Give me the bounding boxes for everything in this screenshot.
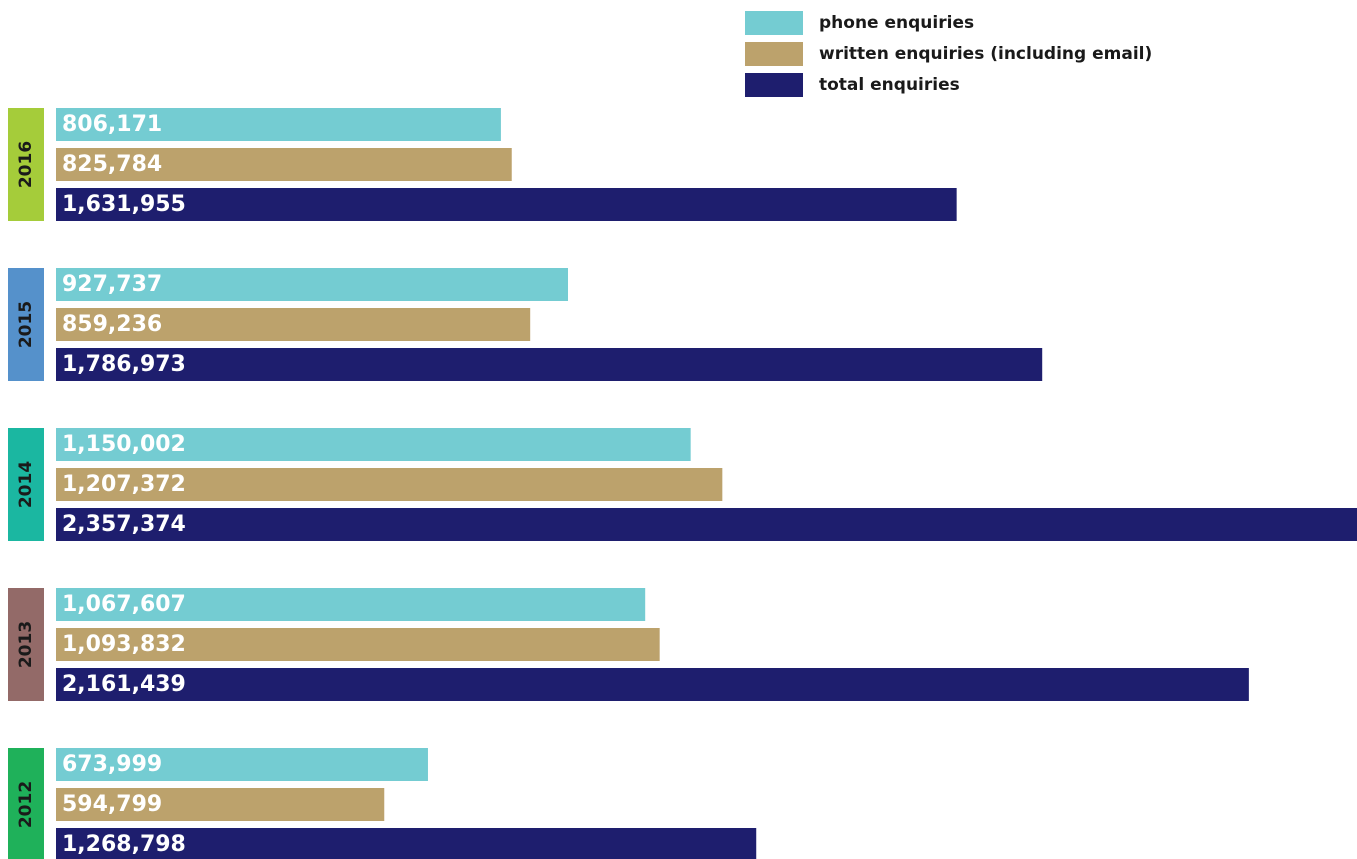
bar-2012-written-enquiries-including-email xyxy=(56,788,385,821)
bar-2014-written-enquiries-including-email xyxy=(56,468,723,501)
bar-label-2012-phone-enquiries: 673,999 xyxy=(62,752,162,777)
legend-item-total: total enquiries xyxy=(745,70,1152,99)
year-label-2013: 2013 xyxy=(16,621,36,668)
bar-2012-phone-enquiries xyxy=(56,748,428,781)
year-tab-2014 xyxy=(8,428,44,541)
year-label-2015: 2015 xyxy=(16,301,36,348)
bar-label-2012-total-enquiries: 1,268,798 xyxy=(62,832,186,857)
year-label-2014: 2014 xyxy=(16,461,36,508)
legend-label-written: written enquiries (including email) xyxy=(819,43,1153,64)
legend-label-phone: phone enquiries xyxy=(819,12,975,33)
bar-label-2015-written-enquiries-including-email: 859,236 xyxy=(62,312,162,337)
legend-swatch-phone xyxy=(745,10,803,35)
bar-2016-written-enquiries-including-email xyxy=(56,148,512,181)
bar-label-2014-total-enquiries: 2,357,374 xyxy=(62,512,186,537)
bar-label-2013-written-enquiries-including-email: 1,093,832 xyxy=(62,632,186,657)
legend-label-total: total enquiries xyxy=(819,74,960,95)
bar-2015-phone-enquiries xyxy=(56,268,569,301)
year-tab-2013 xyxy=(8,588,44,701)
bar-label-2013-total-enquiries: 2,161,439 xyxy=(62,672,186,697)
bar-label-2014-written-enquiries-including-email: 1,207,372 xyxy=(62,472,186,497)
legend-swatch-written xyxy=(745,41,803,66)
legend-item-phone: phone enquiries xyxy=(745,8,1152,37)
bar-2013-written-enquiries-including-email xyxy=(56,628,660,661)
bar-2013-phone-enquiries xyxy=(56,588,646,621)
bar-2015-written-enquiries-including-email xyxy=(56,308,531,341)
bar-2014-phone-enquiries xyxy=(56,428,691,461)
bar-label-2016-phone-enquiries: 806,171 xyxy=(62,112,162,137)
bar-label-2012-written-enquiries-including-email: 594,799 xyxy=(62,792,162,817)
bar-2016-phone-enquiries xyxy=(56,108,501,141)
year-label-2016: 2016 xyxy=(16,141,36,188)
bar-label-2016-total-enquiries: 1,631,955 xyxy=(62,192,186,217)
bar-label-2015-phone-enquiries: 927,737 xyxy=(62,272,162,297)
year-label-2012: 2012 xyxy=(16,781,36,828)
bar-2012-total-enquiries xyxy=(56,828,757,859)
bar-2016-total-enquiries xyxy=(56,188,957,221)
year-tab-2015 xyxy=(8,268,44,381)
bar-label-2014-phone-enquiries: 1,150,002 xyxy=(62,432,186,457)
bar-2015-total-enquiries xyxy=(56,348,1043,381)
bar-label-2013-phone-enquiries: 1,067,607 xyxy=(62,592,186,617)
legend-swatch-total xyxy=(745,72,803,97)
bar-2014-total-enquiries xyxy=(56,508,1357,541)
legend-item-written: written enquiries (including email) xyxy=(745,39,1152,68)
bar-label-2016-written-enquiries-including-email: 825,784 xyxy=(62,152,162,177)
year-tab-2016 xyxy=(8,108,44,221)
legend: phone enquiries written enquiries (inclu… xyxy=(745,8,1152,101)
bar-label-2015-total-enquiries: 1,786,973 xyxy=(62,352,186,377)
bar-2013-total-enquiries xyxy=(56,668,1249,701)
year-tab-2012 xyxy=(8,748,44,859)
